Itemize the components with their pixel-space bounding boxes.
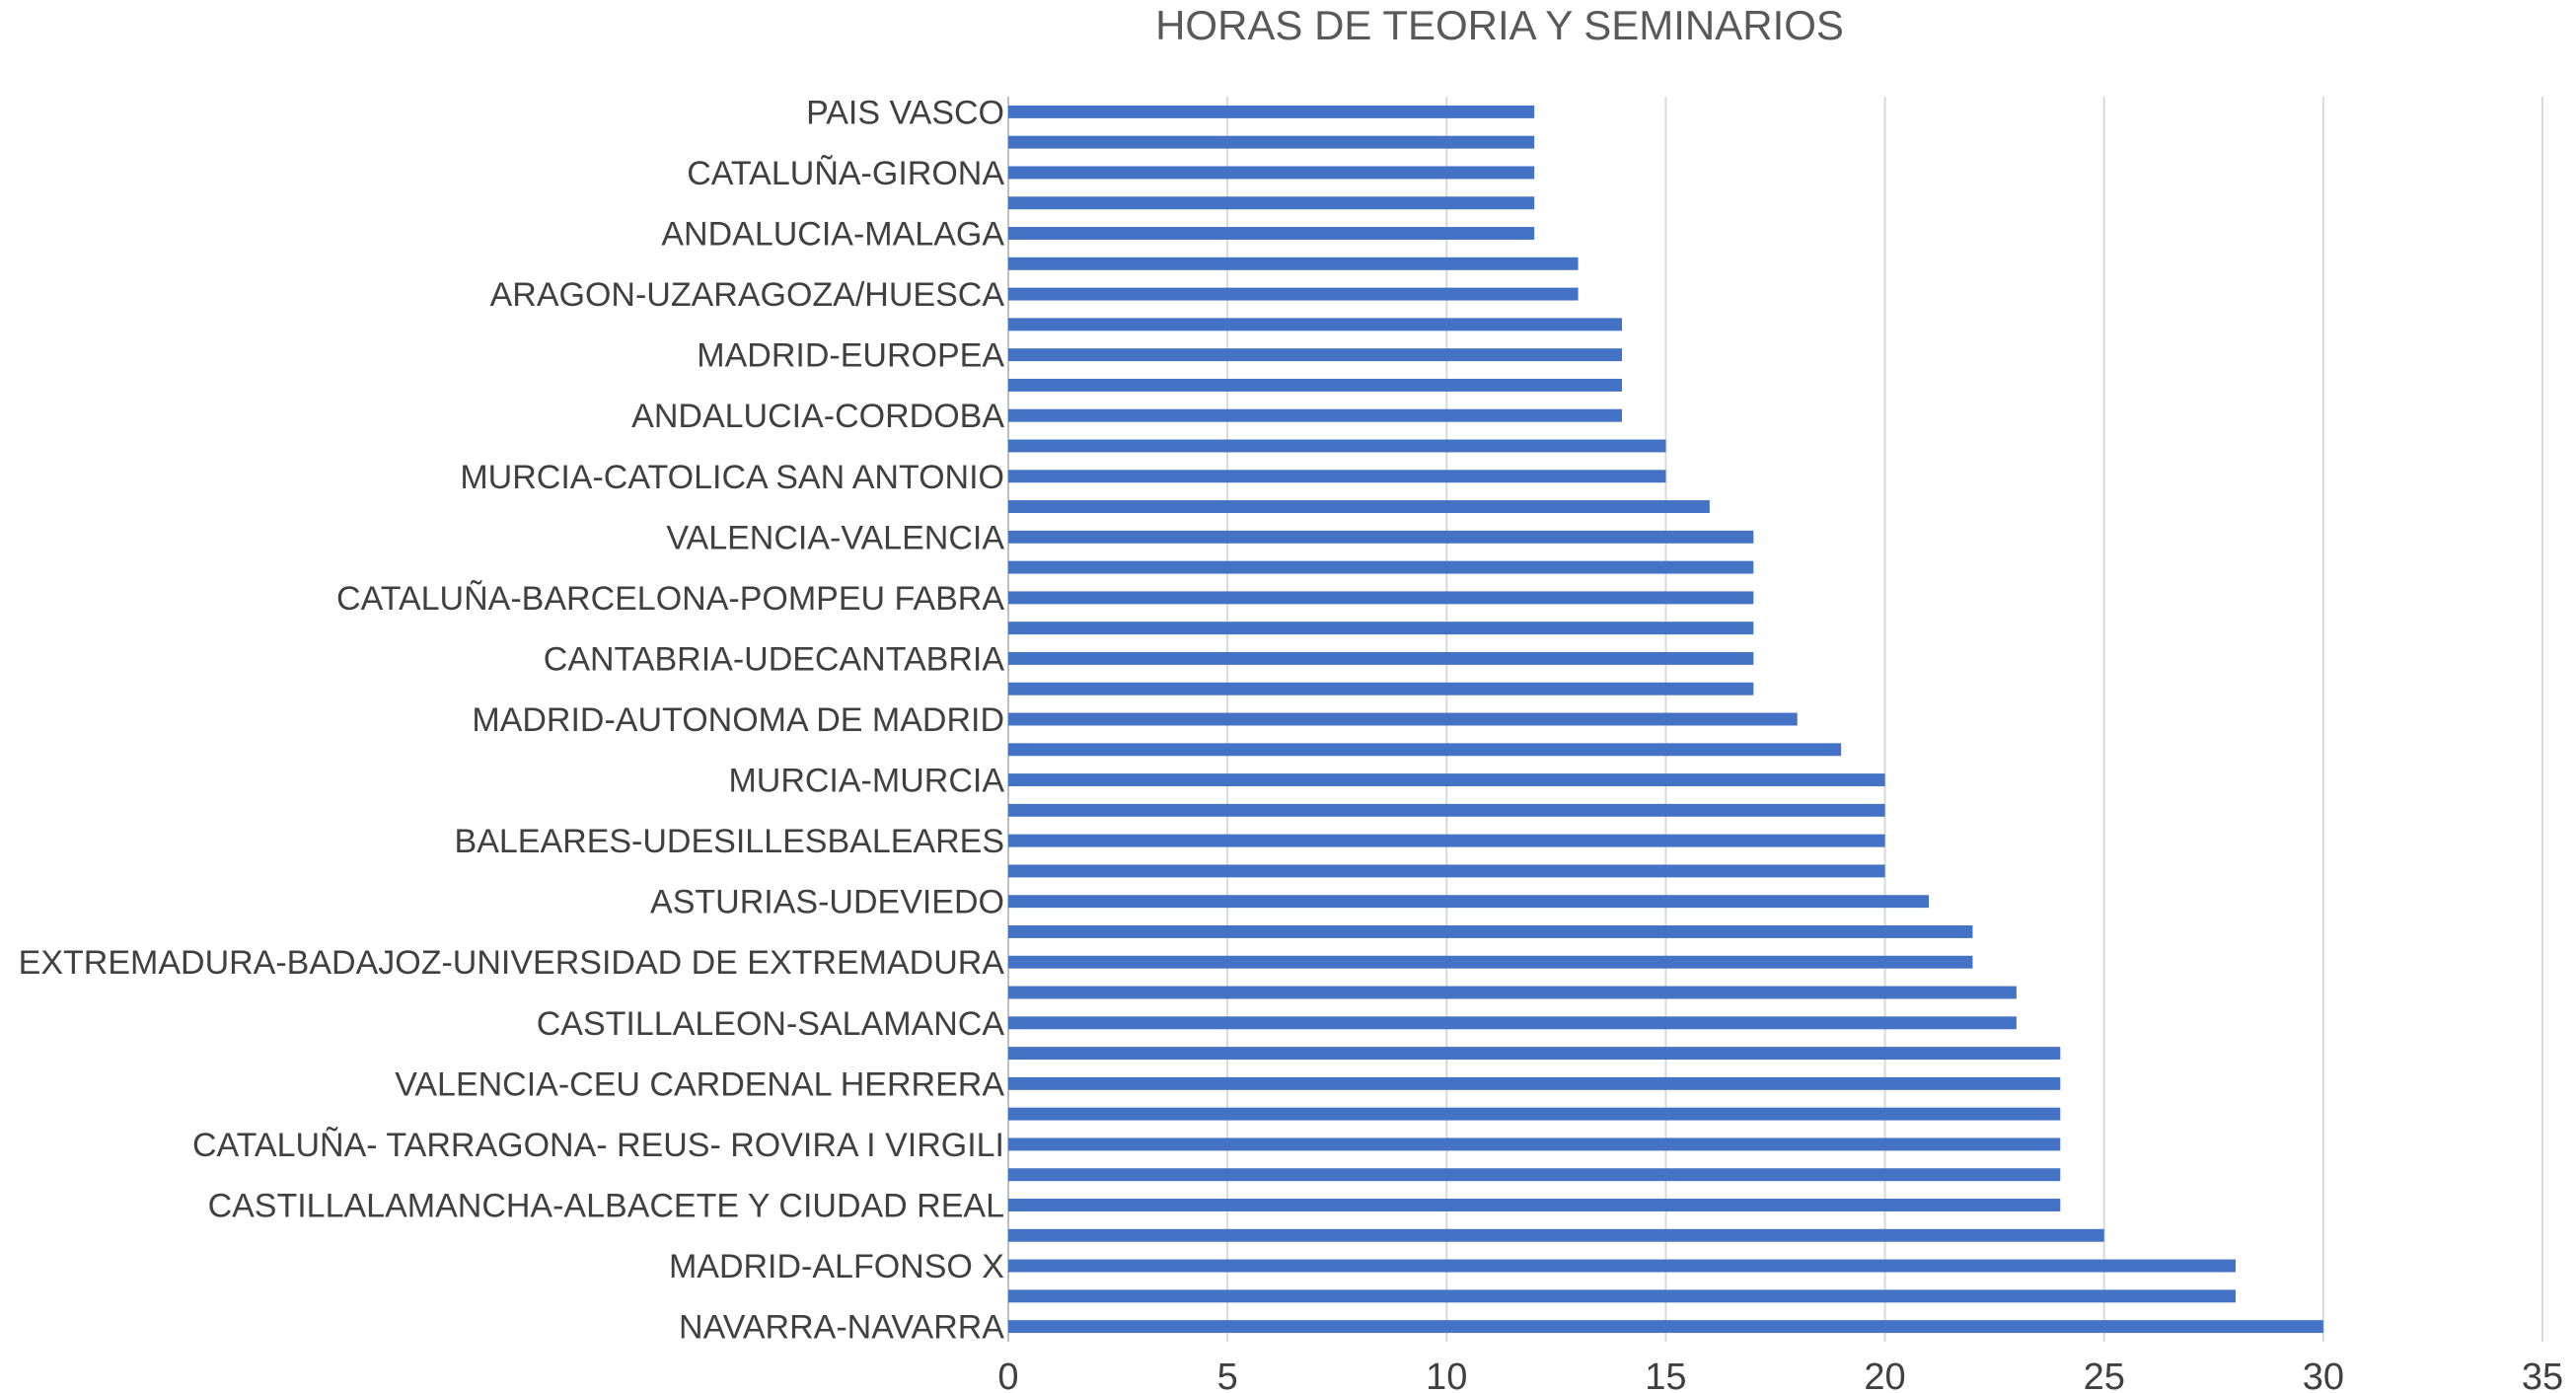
bar [1008,622,1754,635]
bar [1008,1199,2061,1211]
bar [1008,834,1885,847]
category-label: ANDALUCIA-MALAGA [661,216,1004,254]
bar [1008,1259,2236,1273]
category-label: MURCIA-CATOLICA SAN ANTONIO [460,459,1004,496]
x-tick-label: 25 [2084,1356,2125,1393]
bar [1008,1289,2236,1303]
bar [1008,1047,2061,1061]
category-label: CANTABRIA-UDECANTABRIA [544,640,1005,678]
bar [1008,651,1754,665]
category-label: VALENCIA-CEU CARDENAL HERRERA [395,1065,1004,1103]
x-tick-label: 20 [1864,1356,1905,1393]
bar [1008,470,1666,483]
chart-title: HORAS DE TEORIA Y SEMINARIOS [1155,2,1844,48]
category-label: ANDALUCIA-CORDOBA [631,398,1004,435]
bar [1008,682,1754,696]
bars [1008,105,2323,1334]
bar [1008,743,1842,757]
bar [1008,1076,2061,1090]
x-tick-label: 30 [2303,1356,2344,1393]
bar [1008,895,1929,909]
bar [1008,1107,2061,1121]
bar [1008,986,2017,999]
category-label: NAVARRA-NAVARRA [679,1309,1004,1347]
bar [1008,864,1885,878]
x-axis-ticks: 0 5 10 15 20 25 30 35 [997,1356,2563,1393]
x-tick-label: 10 [1426,1356,1467,1393]
bar [1008,196,1535,210]
bar [1008,500,1710,514]
category-label: CATALUÑA-GIRONA [687,155,1004,192]
bar [1008,712,1798,726]
category-label: CASTILLALAMANCHA-ALBACETE Y CIUDAD REAL [208,1187,1004,1224]
bar [1008,318,1622,331]
bar [1008,408,1622,422]
bar [1008,439,1666,453]
bar [1008,773,1885,787]
category-label: MADRID-AUTONOMA DE MADRID [472,701,1004,739]
x-tick-label: 0 [997,1356,1018,1393]
category-label: PAIS VASCO [806,94,1004,131]
category-label: BALEARES-UDESILLESBALEARES [455,823,1004,860]
bar [1008,560,1754,574]
bar [1008,287,1579,301]
bar [1008,227,1535,240]
bar [1008,1016,2017,1030]
bar [1008,803,1885,817]
category-label: CASTILLALEON-SALAMANCA [537,1005,1005,1043]
category-label: CATALUÑA-BARCELONA-POMPEU FABRA [336,580,1004,618]
bar [1008,1320,2323,1334]
bar [1008,166,1535,180]
category-label: ARAGON-UZARAGOZA/HUESCA [490,276,1005,314]
bar [1008,1137,2061,1151]
bar [1008,378,1622,392]
category-labels: PAIS VASCO CATALUÑA-GIRONA ANDALUCIA-MALAG… [19,94,1005,1346]
bar [1008,530,1754,544]
bar [1008,348,1622,362]
bar [1008,1168,2061,1182]
bar [1008,955,1973,969]
bar [1008,924,1973,938]
category-label: ASTURIAS-UDEVIEDO [650,884,1004,921]
category-label: CATALUÑA- TARRAGONA- REUS- ROVIRA I VIRG… [192,1127,1004,1164]
category-label: MURCIA-MURCIA [728,763,1004,800]
bar [1008,591,1754,605]
x-tick-label: 5 [1217,1356,1238,1393]
category-label: MADRID-ALFONSO X [669,1248,1004,1285]
bar [1008,105,1535,118]
category-label: VALENCIA-VALENCIA [666,519,1004,556]
bar [1008,135,1535,149]
category-label: MADRID-EUROPEA [697,337,1004,375]
bar [1008,257,1579,270]
category-label: EXTREMADURA-BADAJOZ-UNIVERSIDAD DE EXTRE… [19,944,1005,982]
x-tick-label: 15 [1645,1356,1686,1393]
bar [1008,1228,2104,1242]
x-tick-label: 35 [2522,1356,2563,1393]
